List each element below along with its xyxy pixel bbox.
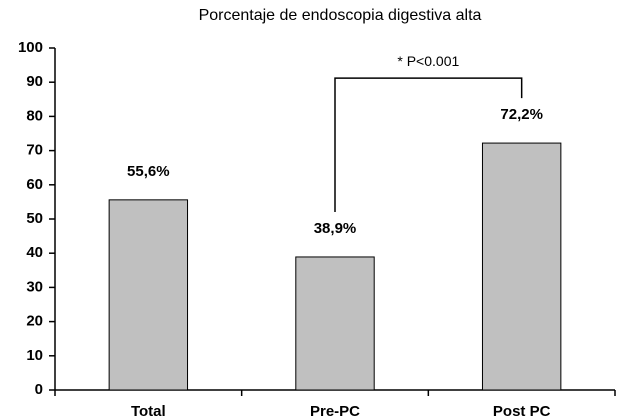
bar (481, 142, 562, 391)
chart-title: Porcentaje de endoscopia digestiva alta (199, 7, 482, 24)
y-tick-label: 60 (26, 176, 43, 193)
y-tick-label: 100 (18, 39, 43, 56)
bar (295, 256, 375, 391)
y-tick-label: 80 (26, 107, 43, 124)
value-label: 55,6% (127, 163, 170, 180)
y-tick-label: 90 (26, 73, 43, 90)
y-tick-label: 30 (26, 278, 43, 295)
y-tick-label: 0 (35, 381, 43, 398)
y-tick-label: 70 (26, 142, 43, 159)
x-tick-label: Total (131, 403, 166, 420)
y-tick-label: 10 (26, 347, 43, 364)
y-tick-label: 20 (26, 313, 43, 330)
value-label: 38,9% (314, 220, 357, 237)
x-tick-label: Post PC (493, 403, 551, 420)
y-tick-label: 40 (26, 244, 43, 261)
bar (108, 199, 189, 391)
value-label: 72,2% (500, 106, 543, 123)
annotation: * P<0.001 (397, 53, 459, 69)
significance-bracket (334, 77, 523, 212)
x-tick-label: Pre-PC (310, 403, 360, 420)
y-tick-label: 50 (26, 210, 43, 227)
